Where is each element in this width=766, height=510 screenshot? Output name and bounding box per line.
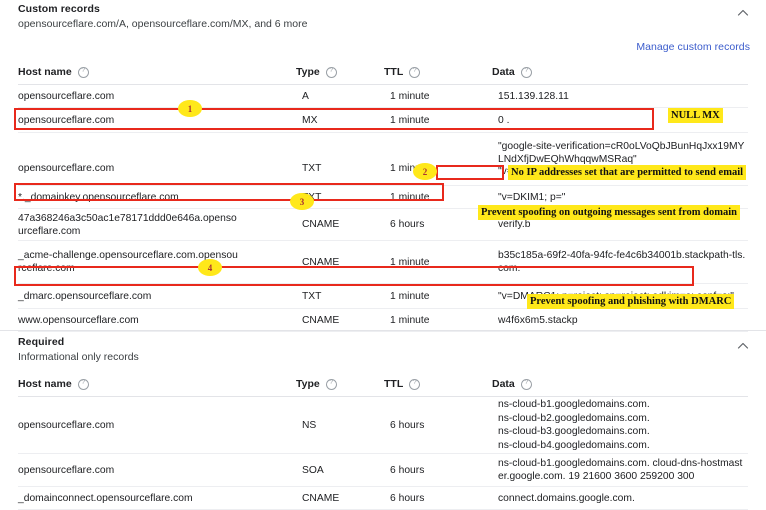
cell-type: CNAME — [302, 492, 340, 504]
cell-data: 0 . — [498, 114, 510, 126]
help-circle-icon[interactable] — [520, 378, 532, 390]
dns-records-page: Custom records opensourceflare.com/A, op… — [0, 0, 766, 496]
help-circle-icon[interactable] — [77, 66, 89, 78]
help-circle-icon[interactable] — [77, 378, 89, 390]
chevron-up-icon[interactable] — [736, 6, 750, 20]
table-row[interactable]: 47a368246a3c50ac1e78171ddd0e646a.opensou… — [18, 209, 748, 241]
cell-type: CNAME — [302, 219, 340, 230]
column-header-data[interactable]: Data — [492, 66, 748, 78]
cell-ttl: 1 minute — [390, 90, 430, 102]
cell-type: TXT — [302, 162, 322, 174]
annotation-label-prevent-spoofing-outgoing: Prevent spoofing on outgoing messages se… — [478, 205, 740, 220]
annotation-badge-1: 1 — [178, 100, 202, 117]
column-header-type-label: Type — [296, 66, 320, 78]
cell-ttl: 6 hours — [390, 419, 425, 431]
required-records-header: Required Informational only records — [18, 336, 139, 364]
required-records-subtitle: Informational only records — [18, 351, 139, 363]
column-header-data-label: Data — [492, 378, 515, 390]
table-row[interactable]: opensourceflare.com SOA 6 hours ns-cloud… — [18, 454, 748, 487]
column-header-type-label: Type — [296, 378, 320, 390]
cell-type: CNAME — [302, 256, 340, 268]
manage-custom-records-link[interactable]: Manage custom records — [636, 41, 750, 53]
cell-data: "v=DKIM1; p=" — [498, 191, 566, 203]
column-header-host-name-label: Host name — [18, 378, 72, 390]
column-header-data-label: Data — [492, 66, 515, 78]
table-row[interactable]: www.opensourceflare.com CNAME 1 minute w… — [18, 309, 748, 332]
annotation-badge-4: 4 — [198, 259, 222, 276]
column-header-host-name[interactable]: Host name — [18, 378, 296, 390]
column-header-ttl[interactable]: TTL — [384, 66, 492, 78]
custom-records-title: Custom records — [18, 3, 100, 15]
annotation-badge-3: 3 — [290, 193, 314, 210]
cell-type: CNAME — [302, 314, 340, 326]
column-header-type[interactable]: Type — [296, 66, 384, 78]
cell-ttl: 1 minute — [390, 256, 430, 268]
help-circle-icon[interactable] — [409, 66, 421, 78]
custom-records-header: Custom records opensourceflare.com/A, op… — [18, 3, 307, 31]
cell-ttl: 6 hours — [390, 219, 425, 230]
cell-host-name: 47a368246a3c50ac1e78171ddd0e646a.opensou… — [18, 212, 237, 237]
cell-ttl: 6 hours — [390, 492, 425, 504]
help-circle-icon[interactable] — [520, 66, 532, 78]
table-row[interactable]: opensourceflare.com NS 6 hours ns-cloud-… — [18, 397, 748, 454]
annotation-label-no-ip-addresses: No IP addresses set that are permitted t… — [508, 165, 747, 180]
cell-type: A — [302, 90, 309, 102]
required-records-title: Required — [18, 336, 65, 348]
column-header-host-name-label: Host name — [18, 66, 72, 78]
table-row[interactable]: opensourceflare.com A 1 minute 151.139.1… — [18, 85, 748, 108]
cell-ttl: 6 hours — [390, 464, 425, 476]
table-row[interactable]: _domainconnect.opensourceflare.com CNAME… — [18, 487, 748, 510]
column-header-type[interactable]: Type — [296, 378, 384, 390]
column-header-ttl[interactable]: TTL — [384, 378, 492, 390]
cell-ttl: 1 minute — [390, 290, 430, 302]
help-circle-icon[interactable] — [325, 66, 337, 78]
cell-host-name: opensourceflare.com — [18, 114, 115, 126]
cell-type: MX — [302, 114, 318, 126]
cell-ttl: 1 minute — [390, 162, 430, 174]
cell-type: NS — [302, 419, 317, 431]
custom-records-table: Host name Type TTL Data opensourceflare.… — [18, 60, 748, 332]
annotation-label-null-mx: NULL MX — [668, 108, 723, 123]
column-header-data[interactable]: Data — [492, 378, 748, 390]
table-row[interactable]: _acme-challenge.opensourceflare.com.open… — [18, 241, 748, 284]
required-records-table: Host name Type TTL Data opensourceflare.… — [18, 372, 748, 510]
cell-host-name: opensourceflare.com — [18, 162, 115, 174]
annotation-label-prevent-spoofing-dmarc: Prevent spoofing and phishing with DMARC — [527, 294, 735, 309]
cell-host-name: _acme-challenge.opensourceflare.com.open… — [18, 250, 238, 274]
cell-data: w4f6x6m5.stackp — [498, 314, 578, 326]
required-records-table-header: Host name Type TTL Data — [18, 372, 748, 397]
cell-host-name: opensourceflare.com — [18, 419, 115, 431]
cell-ttl: 1 minute — [390, 314, 430, 326]
cell-data: ns-cloud-b1.googledomains.com. cloud-dns… — [498, 457, 743, 483]
table-row[interactable]: opensourceflare.com MX 1 minute 0 . — [18, 108, 748, 133]
help-circle-icon[interactable] — [409, 378, 421, 390]
cell-host-name: *._domainkey.opensourceflare.com — [18, 191, 179, 203]
chevron-up-icon[interactable] — [736, 339, 750, 353]
section-divider — [0, 330, 766, 331]
cell-type: TXT — [302, 192, 390, 203]
cell-host-name: opensourceflare.com — [18, 464, 115, 476]
cell-ttl: 1 minute — [390, 191, 430, 203]
cell-data: b35c185a-69f2-40fa-94fc-fe4c6b34001b.sta… — [498, 250, 746, 274]
column-header-ttl-label: TTL — [384, 378, 404, 390]
cell-host-name: _domainconnect.opensourceflare.com — [18, 492, 193, 504]
cell-data: 151.139.128.11 — [498, 90, 569, 102]
cell-data: connect.domains.google.com. — [498, 492, 635, 504]
cell-ttl: 1 minute — [390, 114, 430, 126]
cell-host-name: _dmarc.opensourceflare.com — [18, 290, 152, 302]
cell-host-name: www.opensourceflare.com — [18, 314, 139, 326]
cell-type: TXT — [302, 290, 322, 302]
column-header-host-name[interactable]: Host name — [18, 66, 296, 78]
cell-data: verify.b — [498, 219, 531, 230]
custom-records-table-header: Host name Type TTL Data — [18, 60, 748, 85]
custom-records-subtitle: opensourceflare.com/A, opensourceflare.c… — [18, 18, 308, 30]
annotation-badge-2: 2 — [413, 163, 437, 180]
cell-data: ns-cloud-b1.googledomains.com. ns-cloud-… — [498, 399, 650, 451]
column-header-ttl-label: TTL — [384, 66, 404, 78]
cell-type: SOA — [302, 464, 324, 476]
cell-host-name: opensourceflare.com — [18, 90, 115, 102]
help-circle-icon[interactable] — [325, 378, 337, 390]
